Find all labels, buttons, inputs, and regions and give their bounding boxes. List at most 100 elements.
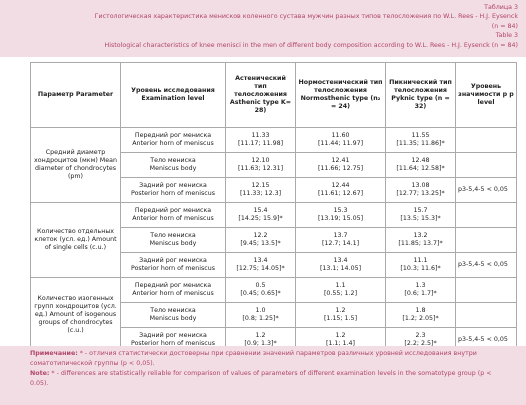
median: 2.3: [415, 332, 426, 339]
value-cell: 11.1 [10.3; 11.6]*: [385, 252, 456, 278]
median: 1.8: [415, 307, 426, 314]
table-header: Таблица 3 Гистологическая характеристика…: [0, 0, 526, 57]
level: Задний рог мениска Posterior horn of meni…: [120, 177, 226, 203]
median: 0.5: [255, 282, 266, 289]
value-cell: 12.2 [9.45; 13.5]*: [225, 227, 296, 253]
p-level: [455, 202, 517, 228]
row: Тело мениска Meniscus body 12.10 [11.63; 12…: [31, 152, 517, 178]
label: Table 3: [495, 32, 518, 40]
interval: [11.63; 12.31]: [237, 165, 284, 172]
median: 13.08: [411, 182, 430, 189]
level-en: Meniscus body: [149, 315, 197, 322]
level: Передний рог мениска Anterior horn of men…: [120, 277, 226, 303]
level-ru: Тело мениска: [150, 307, 196, 314]
interval: [0.9; 1.3]*: [244, 340, 277, 347]
row: Задний рог мениска Posterior horn of meni…: [31, 177, 517, 203]
level: Задний рог мениска Posterior horn of meni…: [120, 252, 226, 278]
column-header: Пикнический тип телосложения Pyknic type…: [385, 62, 456, 128]
median: 12.41: [331, 157, 350, 164]
median: 15.7: [413, 207, 428, 214]
interval: [0.6; 1.7]*: [404, 290, 437, 297]
value-cell: 12.10 [11.63; 12.31]: [225, 152, 296, 178]
interval: [11.17; 11.98]: [237, 140, 284, 147]
level-ru: Задний рог мениска: [139, 257, 207, 264]
value-cell: 11.55 [11.35; 11.86]*: [385, 127, 456, 153]
value-cell: 13.08 [12.77; 13.25]*: [385, 177, 456, 203]
p-level: р3-5,4-5 < 0,05: [455, 177, 517, 203]
table: Параметр Parameter Уровень исследования E…: [30, 62, 517, 353]
interval: [10.3; 11.6]*: [400, 265, 441, 272]
value-cell: 15.3 [13.19; 15.05]: [295, 202, 386, 228]
sample: (n = 84): [491, 22, 518, 30]
value-cell: 1.2 [1.15; 1.5]: [295, 302, 386, 328]
interval: [12.77; 13.25]*: [396, 190, 445, 197]
row: Количество изогенных групп хондроцитов (…: [30, 277, 517, 353]
median: 1.3: [415, 282, 426, 289]
column-header: Нормостенический тип телосложения Normos…: [295, 62, 386, 128]
median: 1.2: [335, 332, 346, 339]
level-ru: Передний рог мениска: [134, 207, 212, 214]
interval: [11.61; 12.67]: [317, 190, 364, 197]
p-level: [455, 302, 517, 328]
interval: [13.19; 15.05]: [317, 215, 364, 222]
level: Передний рог мениска Anterior horn of men…: [120, 127, 226, 153]
note-label: Note:: [30, 370, 50, 377]
level-en: Posterior horn of meniscus: [131, 190, 215, 197]
median: 13.4: [253, 257, 268, 264]
interval: [9.45; 13.5]*: [240, 240, 281, 247]
interval: [0.8; 1.25]*: [242, 315, 279, 322]
median: 15.3: [333, 207, 348, 214]
median: 12.15: [251, 182, 270, 189]
median: 1.2: [255, 332, 266, 339]
interval: [11.66; 12.75]: [317, 165, 364, 172]
interval: [1.1; 1.4]: [325, 340, 356, 347]
level-en: Posterior horn of meniscus: [131, 265, 215, 272]
median: 1.2: [335, 307, 346, 314]
level-en: Anterior horn of meniscus: [132, 290, 214, 297]
median: 11.55: [411, 132, 430, 139]
value-cell: 12.41 [11.66; 12.75]: [295, 152, 386, 178]
median: 11.60: [331, 132, 350, 139]
level-ru: Передний рог мениска: [134, 132, 212, 139]
interval: [1.15; 1.5]: [323, 315, 358, 322]
row: Тело мениска Meniscus body 12.2 [9.45; 13.5…: [31, 227, 517, 253]
interval: [2.2; 2.5]*: [404, 340, 437, 347]
median: 13.4: [333, 257, 348, 264]
p-level: [455, 152, 517, 178]
parameter: Средний диаметр хондроцитов (мкм) Mean d…: [30, 127, 121, 203]
column-header: Астенический тип телосложения Asthenic t…: [225, 62, 296, 128]
level-en: Meniscus body: [149, 165, 197, 172]
p-level: [455, 127, 517, 153]
interval: [12.7; 14.1]: [321, 240, 360, 247]
interval: [13.5; 15.3]*: [400, 215, 441, 222]
level-en: Anterior horn of meniscus: [132, 215, 214, 222]
level: Передний рог мениска Anterior horn of men…: [120, 202, 226, 228]
p-level: [455, 227, 517, 253]
level: Тело мениска Meniscus body: [120, 227, 226, 253]
level-ru: Тело мениска: [150, 157, 196, 164]
level-ru: Передний рог мениска: [134, 282, 212, 289]
median: 13.2: [413, 232, 428, 239]
note: Note: * - differences are statistically …: [30, 369, 496, 389]
p-level: [455, 277, 517, 303]
value-cell: 1.1 [0.55; 1.2]: [295, 277, 386, 303]
level-ru: Задний рог мениска: [139, 182, 207, 189]
median: 11.33: [251, 132, 270, 139]
median: 1.0: [255, 307, 266, 314]
value-cell: 12.48 [11.64; 12.58]*: [385, 152, 456, 178]
interval: [11.35; 11.86]*: [396, 140, 445, 147]
value-cell: 13.4 [12.75; 14.05]*: [225, 252, 296, 278]
interval: [13.1; 14.05]: [319, 265, 362, 272]
value-cell: 11.33 [11.17; 11.98]: [225, 127, 296, 153]
level-en: Meniscus body: [149, 240, 197, 247]
level-en: Posterior horn of meniscus: [131, 340, 215, 347]
value-cell: 0.5 [0.45; 0.65]*: [225, 277, 296, 303]
median: 13.7: [333, 232, 348, 239]
column-header: Параметр Parameter: [30, 62, 121, 128]
median: 15.4: [253, 207, 268, 214]
interval: [11.85; 13.7]*: [398, 240, 443, 247]
median: 1.1: [335, 282, 346, 289]
row: Средний диаметр хондроцитов (мкм) Mean d…: [30, 127, 517, 203]
interval: [11.64; 12.58]*: [396, 165, 445, 172]
